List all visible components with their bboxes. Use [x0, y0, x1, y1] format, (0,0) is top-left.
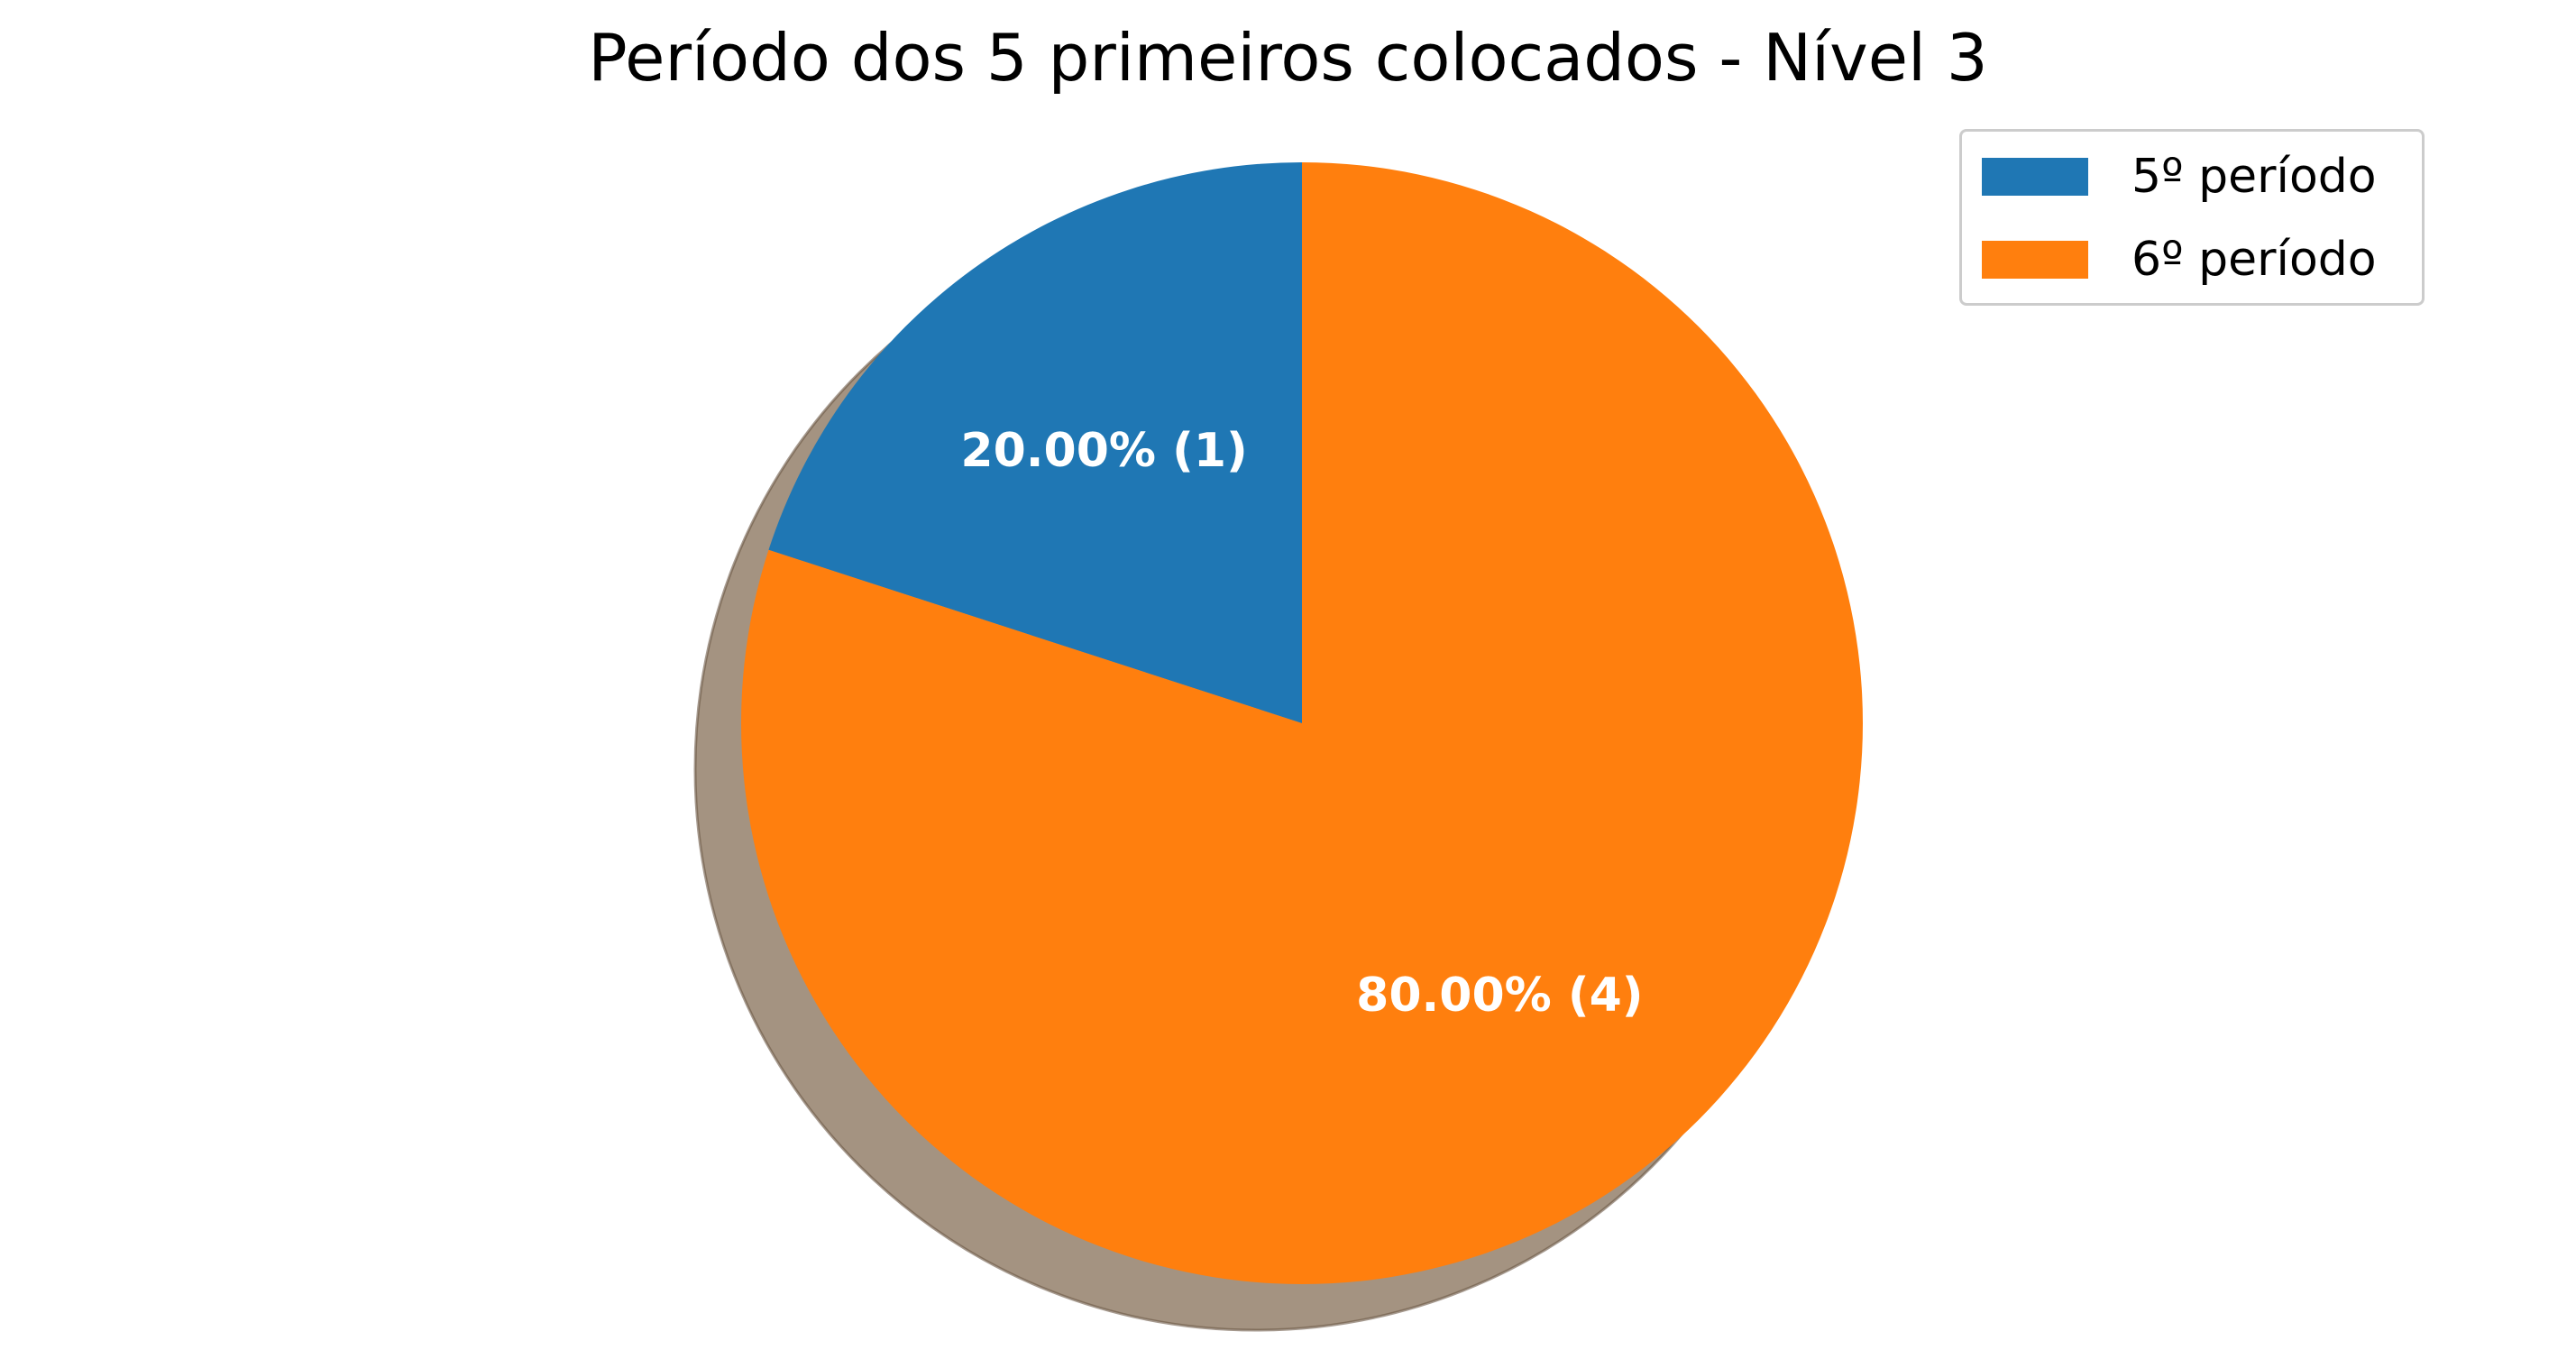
pie-slices [741, 162, 1863, 1284]
legend-label-5-periodo: 5º período [2131, 150, 2377, 204]
pie-slice-label-5-per-odo: 20.00% (1) [960, 424, 1247, 478]
legend-swatch-6-periodo [1982, 241, 2088, 279]
legend-label-6-periodo: 6º período [2131, 233, 2377, 287]
legend-item-5-periodo: 5º período [1982, 150, 2377, 204]
pie-slice-labels: 20.00% (1) 80.00% (4) [960, 424, 1643, 1023]
pie-slice-5-per-odo [768, 162, 1302, 723]
chart-title: Período dos 5 primeiros colocados - Níve… [588, 20, 1988, 96]
legend-item-6-periodo: 6º período [1982, 233, 2377, 287]
pie-slice-label-6-per-odo: 80.00% (4) [1356, 969, 1643, 1023]
pie-slice-6-per-odo [741, 162, 1863, 1284]
legend: 5º período 6º período [1959, 129, 2425, 306]
legend-swatch-5-periodo [1982, 158, 2088, 196]
